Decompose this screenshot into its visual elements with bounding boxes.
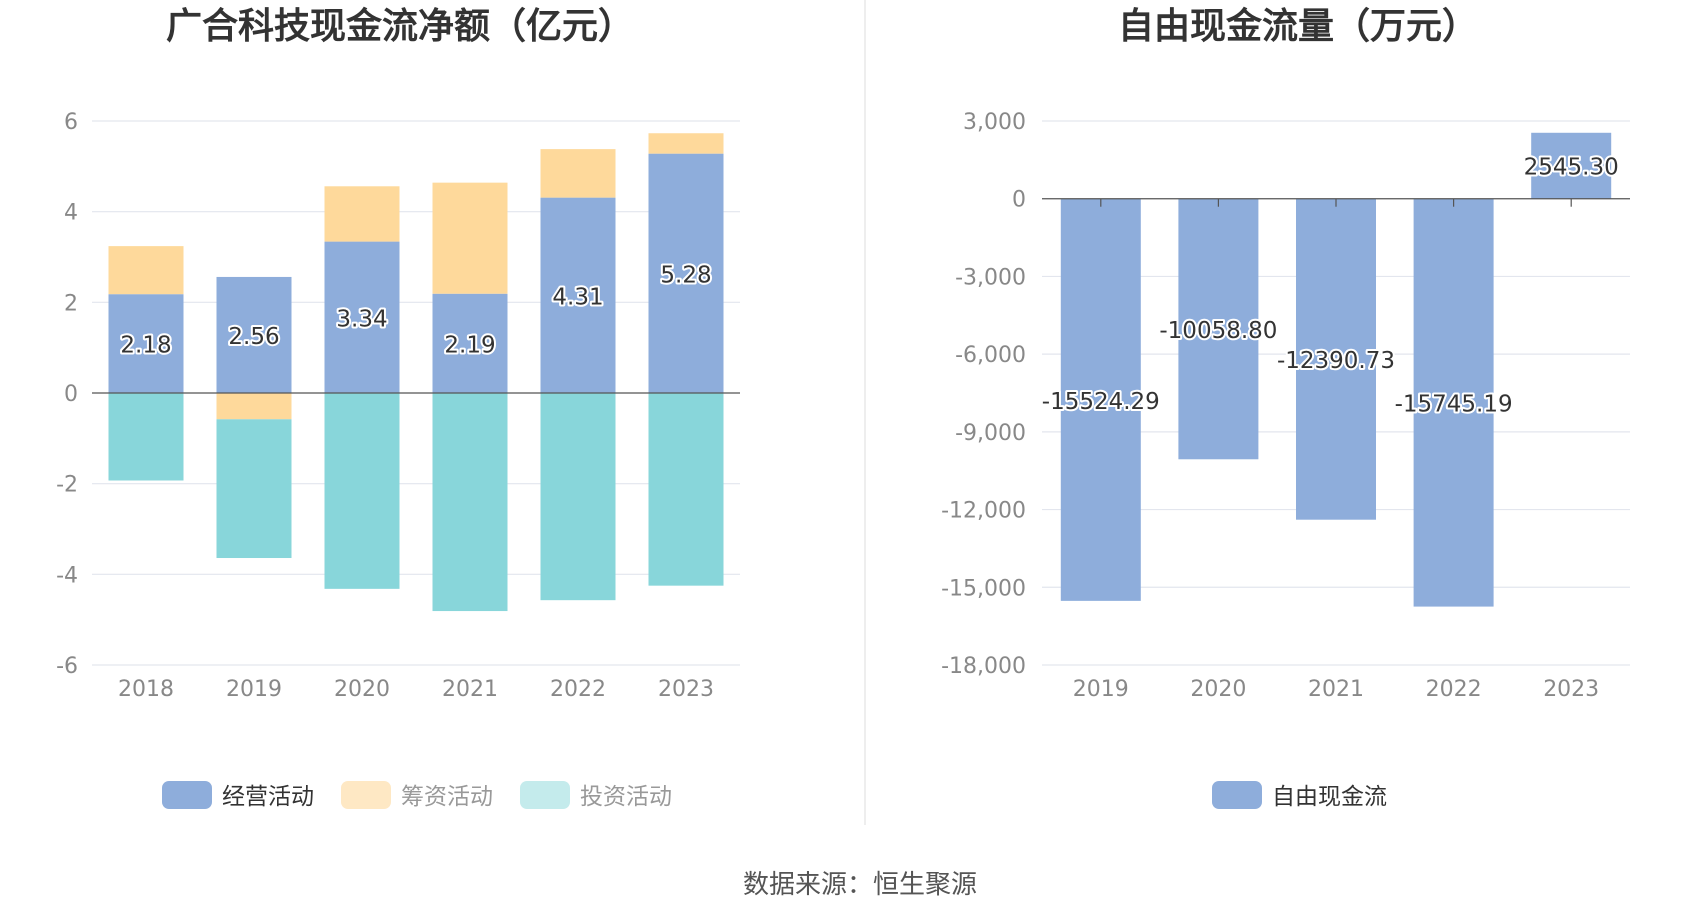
x-tick-label: 2021: [442, 677, 498, 702]
bar-operating: [216, 276, 292, 393]
y-axis-ticks: 6 4 2 0 -2 -4 -6: [56, 110, 78, 679]
chart-title: 自由现金流量（万元）: [1118, 5, 1478, 47]
data-label: -15745.19: [1395, 392, 1513, 418]
y-axis-ticks: 3,000 0 -3,000 -6,000 -9,000 -12,000 -15,000 -1…: [941, 110, 1026, 679]
data-labels: 2.18 2.56 3.34 2.19 4.31 5.28: [118, 260, 713, 360]
x-axis-ticks: 2019 2020 2021 2022 2023: [1073, 198, 1599, 702]
bar-financing: [648, 133, 724, 154]
y-tick-label: 0: [64, 382, 78, 407]
x-tick-label: 2019: [226, 677, 282, 702]
data-label: 2.18: [120, 333, 171, 359]
cash-flow-net-chart: 广合科技现金流净额（亿元） 6 4 2 0 -2 -4 -6 2018 2019 2020 202…: [56, 5, 740, 810]
grid-lines: [92, 120, 740, 666]
y-tick-label: 6: [64, 110, 78, 135]
x-tick-label: 2019: [1073, 677, 1129, 702]
bar-financing: [216, 393, 292, 420]
data-label: 3.34: [336, 306, 387, 332]
bar-free-cash-flow: [1413, 198, 1494, 607]
bar-investing: [648, 393, 724, 586]
y-tick-label: 0: [1012, 188, 1026, 213]
bar-operating: [432, 293, 508, 393]
bar-free-cash-flow: [1296, 198, 1376, 520]
y-tick-label: -6,000: [955, 343, 1026, 368]
y-tick-label: -9,000: [955, 421, 1026, 446]
legend-swatch-free-cash-flow: [1212, 781, 1262, 809]
free-cash-flow-chart: 自由现金流量（万元） 3,000 0 -3,000 -6,000 -9,000 -12,0…: [941, 5, 1630, 810]
y-tick-label: -3,000: [955, 265, 1026, 290]
legend: 经营活动 筹资活动 投资活动: [162, 781, 672, 810]
data-label: -10058.80: [1159, 318, 1277, 344]
bar-operating: [540, 197, 616, 393]
data-label: -12390.73: [1277, 348, 1395, 374]
x-axis-ticks: 2018 2019 2020 2021 2022 2023: [118, 677, 714, 702]
chart-title: 广合科技现金流净额（亿元）: [166, 5, 634, 47]
x-tick-label: 2022: [550, 677, 606, 702]
y-tick-label: 2: [64, 291, 78, 316]
y-tick-label: -15,000: [941, 576, 1026, 601]
y-tick-label: -6: [56, 654, 78, 679]
legend-swatch-operating: [162, 781, 212, 809]
y-tick-label: -18,000: [941, 654, 1026, 679]
data-label: 4.31: [552, 284, 603, 310]
bar-operating: [108, 294, 184, 393]
data-label: 2.56: [228, 324, 279, 350]
data-label: 5.28: [660, 262, 711, 288]
bar-investing: [108, 393, 184, 481]
bar-free-cash-flow: [1531, 132, 1612, 199]
data-labels: -15524.29 -10058.80-12390.73-15745.19 2545…: [1040, 153, 1621, 420]
bar-operating: [324, 241, 400, 393]
x-tick-label: 2018: [118, 677, 174, 702]
legend-label: 自由现金流: [1272, 784, 1387, 810]
bar-financing: [108, 246, 184, 295]
y-tick-label: 4: [64, 201, 78, 226]
legend-label: 投资活动: [580, 784, 672, 810]
bars: [1060, 132, 1612, 607]
bar-operating: [648, 153, 724, 393]
legend-swatch-financing: [341, 781, 391, 809]
bar-financing: [432, 182, 508, 294]
bar-financing: [324, 186, 400, 242]
bar-investing: [540, 393, 616, 601]
x-tick-label: 2021: [1308, 677, 1364, 702]
data-label: 2.19: [444, 332, 495, 358]
bar-investing: [324, 393, 400, 589]
data-label: 2545.30: [1524, 155, 1619, 181]
x-tick-label: 2023: [658, 677, 714, 702]
legend-label: 经营活动: [222, 784, 314, 810]
x-tick-label: 2023: [1543, 677, 1599, 702]
x-tick-label: 2020: [1190, 677, 1246, 702]
x-tick-label: 2022: [1426, 677, 1482, 702]
bar-financing: [540, 149, 616, 198]
y-tick-label: 3,000: [963, 110, 1026, 135]
source-note: 数据来源：恒生聚源: [743, 870, 977, 900]
legend: 自由现金流: [1212, 781, 1387, 810]
x-tick-label: 2020: [334, 677, 390, 702]
bar-free-cash-flow: [1060, 198, 1141, 601]
y-tick-label: -12,000: [941, 499, 1026, 524]
bar-investing: [432, 393, 508, 612]
data-label: -15524.29: [1042, 389, 1160, 415]
legend-swatch-investing: [520, 781, 570, 809]
bars: [108, 133, 724, 612]
y-tick-label: -4: [56, 563, 78, 588]
bar-investing: [216, 419, 292, 559]
y-tick-label: -2: [56, 473, 78, 498]
legend-label: 筹资活动: [401, 784, 493, 810]
bar-free-cash-flow: [1178, 198, 1259, 460]
